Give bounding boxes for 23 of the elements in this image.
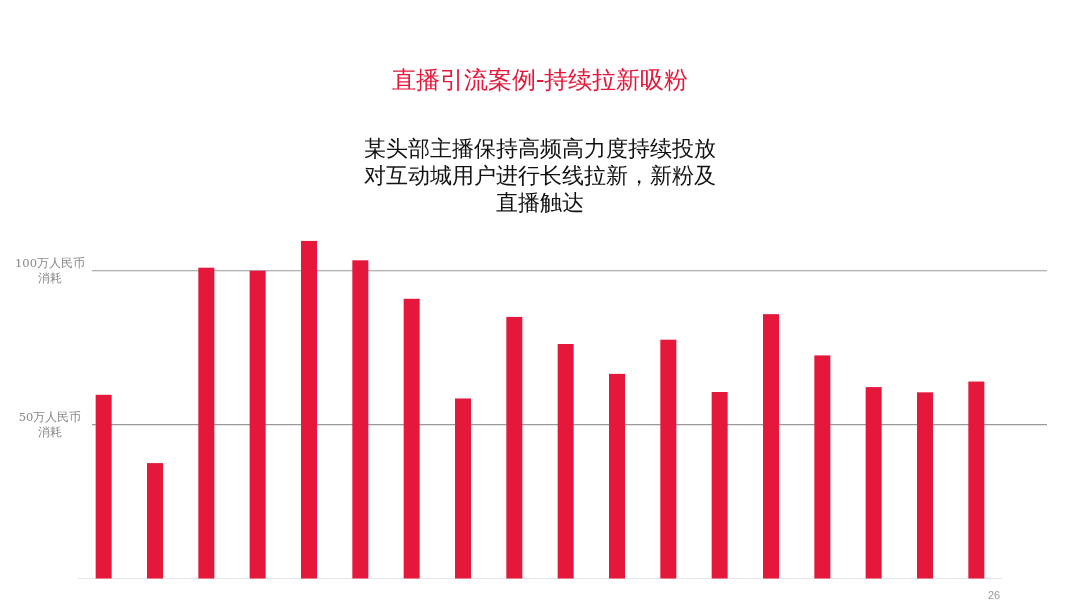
bar — [301, 240, 317, 579]
bar — [147, 463, 163, 579]
bar — [352, 260, 369, 579]
bar — [917, 392, 933, 579]
bar — [865, 387, 882, 579]
text: 26 — [987, 589, 1001, 601]
chart-subtitle: 某头部主播保持高频高力度持续投放对互动城用户进行长线拉新，新粉及直播触达 — [364, 136, 716, 215]
bar — [609, 373, 625, 579]
bar — [557, 344, 574, 579]
bar — [763, 314, 779, 579]
bar — [455, 398, 471, 579]
bar — [95, 394, 112, 579]
bar — [249, 270, 266, 579]
bar — [506, 316, 523, 579]
y-tick-label: 100万人民币消耗 — [15, 256, 85, 286]
bar — [198, 267, 215, 579]
bar — [711, 392, 728, 579]
bar — [403, 298, 420, 579]
bar — [814, 355, 831, 579]
bar — [968, 381, 985, 579]
y-tick-label: 50万人民币消耗 — [18, 410, 82, 440]
bar — [660, 339, 677, 579]
chart-title: 直播引流案例-持续拉新吸粉 — [391, 66, 689, 94]
